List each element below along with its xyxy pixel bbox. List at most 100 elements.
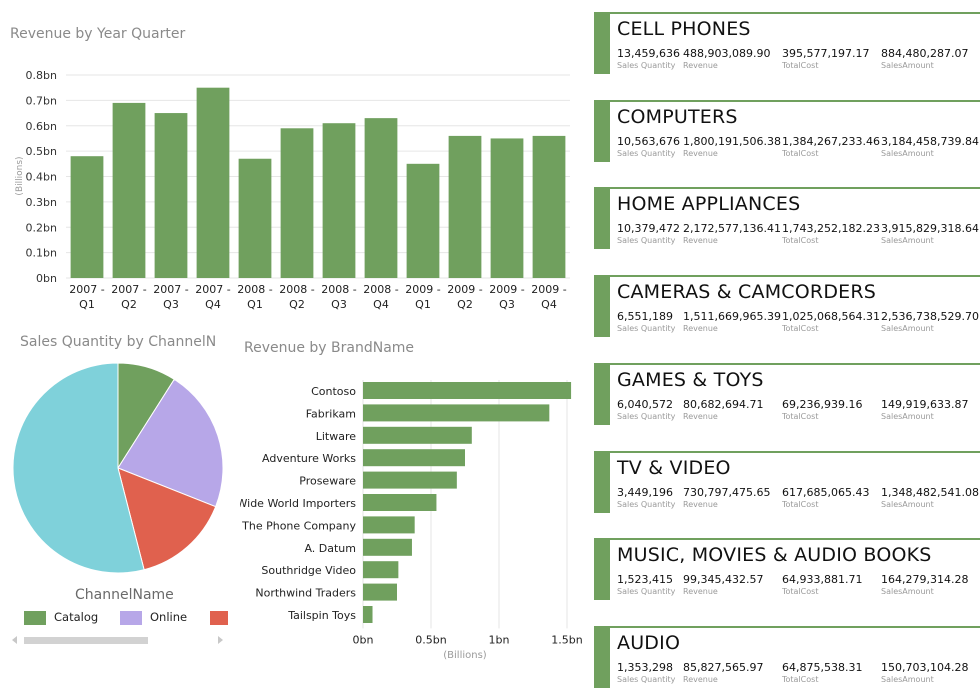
x-tick-label: Q4 (373, 298, 389, 311)
bar[interactable] (363, 404, 550, 422)
card-top-rule (610, 275, 980, 278)
card-label: Revenue (683, 587, 718, 597)
card-top-rule (610, 625, 980, 628)
card-label: Revenue (683, 411, 718, 421)
bar[interactable] (280, 128, 314, 278)
x-tick-label: 2007 - (195, 283, 230, 296)
card-value: 10,379,472 (617, 222, 680, 236)
bar[interactable] (112, 102, 146, 278)
category-card[interactable]: MUSIC, MOVIES & AUDIO BOOKS 1,523,415 Sale… (594, 538, 980, 613)
card-title: AUDIO (617, 631, 681, 654)
bar[interactable] (154, 113, 188, 278)
y-tick-label: 0.8bn (26, 69, 57, 82)
card-value: 2,172,577,136.41 (683, 222, 781, 236)
card-accent-bar (594, 625, 610, 688)
scroll-right-icon[interactable] (218, 636, 223, 644)
bar[interactable] (406, 163, 440, 278)
bar[interactable] (532, 135, 566, 278)
x-tick-label: 2007 - (153, 283, 188, 296)
y-tick-label: Southridge Video (261, 564, 356, 577)
category-card[interactable]: AUDIO 1,353,298 Sales Quantity 85,827,565.9… (594, 625, 980, 700)
card-label: SalesAmount (881, 236, 934, 246)
bar[interactable] (196, 87, 230, 278)
card-label: Revenue (683, 324, 718, 334)
bar[interactable] (363, 583, 397, 601)
bar[interactable] (363, 516, 415, 534)
bar[interactable] (363, 561, 399, 579)
card-label: SalesAmount (881, 148, 934, 158)
card-label: TotalCost (782, 674, 819, 684)
card-label: SalesAmount (881, 411, 934, 421)
card-value: 69,236,939.16 (782, 397, 863, 411)
bar[interactable] (363, 538, 412, 556)
x-tick-label: Q1 (79, 298, 95, 311)
x-tick-label: 2008 - (237, 283, 272, 296)
card-label: Revenue (683, 499, 718, 509)
card-value: 1,348,482,541.08 (881, 485, 979, 499)
category-card[interactable]: CAMERAS & CAMCORDERS 6,551,189 Sales Quant… (594, 275, 980, 350)
card-top-rule (610, 450, 980, 453)
card-label: Revenue (683, 148, 718, 158)
card-accent-bar (594, 362, 610, 425)
y-tick-label: 0.5bn (26, 145, 57, 158)
legend-item-third[interactable] (210, 610, 228, 626)
pie-slice[interactable] (117, 378, 224, 508)
bar[interactable] (322, 123, 356, 279)
x-tick-label: 2009 - (489, 283, 524, 296)
x-tick-label: 2007 - (111, 283, 146, 296)
card-label: TotalCost (782, 148, 819, 158)
card-value: 1,353,298 (617, 660, 673, 674)
pie-slice[interactable] (12, 362, 145, 574)
card-accent-bar (594, 187, 610, 250)
card-top-rule (610, 99, 980, 102)
card-accent-bar (594, 450, 610, 513)
legend-item-online[interactable]: Online (120, 610, 187, 626)
category-card[interactable]: TV & VIDEO 3,449,196 Sales Quantity 730,797… (594, 450, 980, 525)
channel-pie-chart[interactable] (0, 360, 240, 585)
revenue-brand-chart[interactable]: Contoso Fabrikam Litware Adventure Works Pro… (240, 372, 585, 672)
bar[interactable] (363, 449, 465, 467)
category-card[interactable]: GAMES & TOYS 6,040,572 Sales Quantity 80,68… (594, 362, 980, 437)
card-label: SalesAmount (881, 587, 934, 597)
x-tick-label: Q4 (541, 298, 557, 311)
pie-slice[interactable] (117, 467, 217, 571)
revenue-quarter-chart[interactable]: 0bn 0.1bn 0.2bn 0.3bn 0.4bn 0.5bn 0.6bn 0.7bn 0.… (0, 60, 580, 320)
x-tick-label: Q3 (499, 298, 515, 311)
bar[interactable] (70, 156, 104, 278)
x-tick-label: Q3 (331, 298, 347, 311)
card-value: 617,685,065.43 (782, 485, 870, 499)
bar[interactable] (363, 494, 437, 511)
legend-item-catalog[interactable]: Catalog (24, 610, 98, 626)
card-title: CELL PHONES (617, 18, 751, 40)
scroll-left-icon[interactable] (12, 636, 17, 644)
category-card[interactable]: COMPUTERS 10,563,676 Sales Quantity 1,800,1… (594, 99, 980, 174)
scroll-thumb[interactable] (24, 637, 148, 644)
card-label: Sales Quantity (617, 674, 676, 684)
card-value: 884,480,287.07 (881, 47, 969, 60)
y-tick-label: 0.6bn (26, 120, 57, 133)
card-value: 1,511,669,965.39 (683, 310, 781, 324)
legend-scrollbar[interactable] (10, 634, 225, 646)
y-tick-label: 0.1bn (26, 247, 57, 260)
x-tick-label: Q2 (121, 298, 137, 311)
bar[interactable] (363, 471, 457, 489)
bar[interactable] (448, 135, 482, 278)
category-card[interactable]: CELL PHONES 13,459,636 Sales Quantity 488,9… (594, 12, 980, 86)
bar[interactable] (364, 118, 398, 278)
card-label: TotalCost (782, 61, 819, 70)
y-tick-label: Adventure Works (262, 452, 356, 465)
bar[interactable] (490, 138, 524, 278)
card-value: 3,915,829,318.64 (881, 222, 979, 236)
bar[interactable] (363, 606, 373, 623)
card-value: 6,551,189 (617, 310, 673, 324)
card-top-rule (610, 538, 980, 541)
category-card[interactable]: HOME APPLIANCES 10,379,472 Sales Quantity 2… (594, 187, 980, 262)
bar[interactable] (363, 426, 472, 444)
card-label: Sales Quantity (617, 324, 676, 334)
card-value: 730,797,475.65 (683, 485, 771, 499)
card-label: SalesAmount (881, 499, 934, 509)
bar[interactable] (238, 158, 272, 278)
bar[interactable] (363, 382, 572, 399)
y-tick-label: A. Datum (304, 542, 356, 555)
x-tick-label: 2008 - (321, 283, 356, 296)
